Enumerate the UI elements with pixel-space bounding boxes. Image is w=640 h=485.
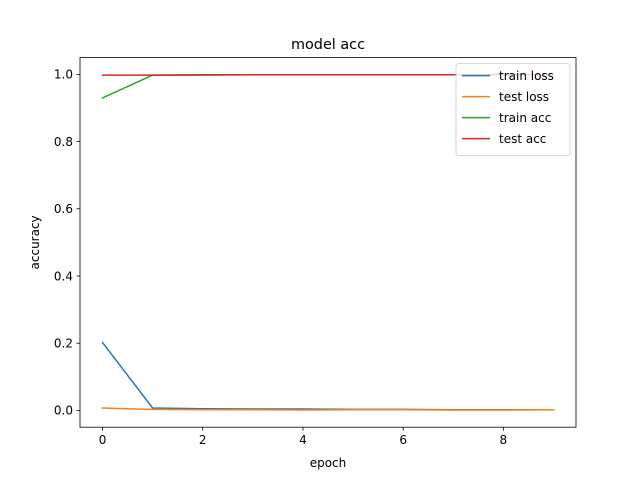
y-tick-label: 0.8 <box>54 135 73 149</box>
legend-label-train-loss: train loss <box>499 69 554 83</box>
x-tick-label: 6 <box>399 433 407 447</box>
y-tick-label: 0.6 <box>54 202 73 216</box>
legend-label-train-acc: train acc <box>499 111 551 125</box>
x-tick-label: 0 <box>99 433 107 447</box>
x-tick-label: 8 <box>500 433 508 447</box>
legend-box <box>455 63 571 156</box>
x-tick-label: 2 <box>199 433 207 447</box>
y-tick-label: 0.0 <box>54 404 73 418</box>
legend: train loss test loss train acc test acc <box>455 63 571 156</box>
y-tick-label: 0.4 <box>54 269 73 283</box>
y-tick-label: 1.0 <box>54 68 73 82</box>
y-tick-label: 0.2 <box>54 337 73 351</box>
x-axis-label: epoch <box>310 456 347 470</box>
legend-label-test-acc: test acc <box>499 132 546 146</box>
y-axis-label: accuracy <box>28 215 42 269</box>
series-line-test-loss <box>101 407 555 411</box>
legend-label-test-loss: test loss <box>499 90 549 104</box>
x-tick-label: 4 <box>299 433 307 447</box>
chart-title: model acc <box>291 37 365 53</box>
axes-layer: 0 2 4 6 8 0.0 0.2 0.4 0.6 0.8 1.0 <box>54 57 577 447</box>
axes-frame <box>79 57 577 428</box>
